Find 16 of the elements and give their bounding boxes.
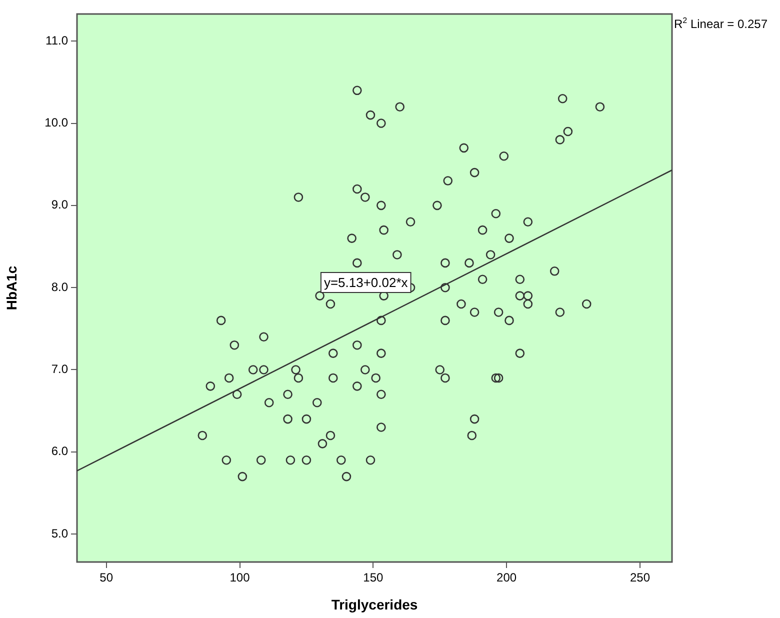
y-tick-label: 11.0 <box>46 33 68 48</box>
y-tick-label: 9.0 <box>51 198 68 212</box>
x-tick-label: 150 <box>363 570 384 585</box>
y-axis-title: HbA1c <box>3 266 20 310</box>
y-tick-label: 6.0 <box>51 444 68 458</box>
y-tick-label: 5.0 <box>51 526 68 540</box>
text: R$^{2}$ Linear = 0.257 <box>674 16 768 31</box>
x-axis-title: Triglycerides <box>331 596 418 612</box>
x-tick-label: 100 <box>230 570 250 585</box>
y-tick-label: 10.0 <box>44 116 68 130</box>
x-tick-label: 250 <box>630 570 650 585</box>
x-tick-label: 50 <box>100 570 114 585</box>
y-tick-label: 7.0 <box>51 362 68 376</box>
x-tick-label: 200 <box>496 570 517 585</box>
annotation: y=5.13+0.02*x <box>324 275 408 290</box>
y-tick-label: 8.0 <box>51 280 68 294</box>
